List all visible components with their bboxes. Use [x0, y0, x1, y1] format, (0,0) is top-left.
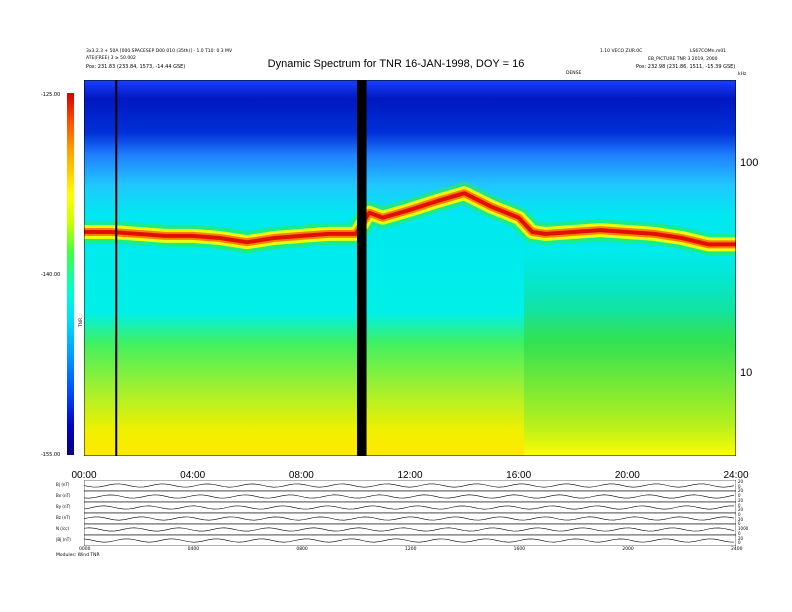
chart-title: Dynamic Spectrum for TNR 16-JAN-1998, DO…	[267, 58, 525, 70]
panel-trace	[84, 494, 735, 499]
header-right-line2: LS67COMn.m01	[690, 49, 727, 54]
plasma-line-group	[84, 182, 736, 256]
solar-wind-panels	[84, 480, 736, 546]
panel-label: |B| (nT)	[56, 537, 71, 542]
panel-right-tick: 20	[738, 507, 744, 513]
unit-label: kHz	[738, 72, 747, 77]
header-left-line2: ATE(FREE) 3 ≥ 50.002	[86, 56, 136, 61]
colorbar-tick-label: -140.00	[41, 272, 61, 278]
data-gap	[357, 80, 367, 456]
panel-frame	[84, 512, 736, 525]
x-tick-label: 16:00	[506, 470, 532, 481]
panel-x-tick: 2000	[622, 547, 634, 552]
panel-right-tick: 0	[738, 512, 741, 517]
panel-right-tick: 20	[738, 488, 744, 494]
panel-label: Bz (nT)	[56, 515, 71, 520]
panel-right-tick: 0	[738, 521, 741, 527]
dynamic-spectrum-plot	[84, 80, 736, 456]
panel-x-tick: 0800	[296, 547, 308, 552]
data-gap	[115, 80, 118, 456]
panel-trace	[84, 527, 735, 532]
panel-right-tick: 0	[738, 502, 741, 508]
panel-right-tick: 20	[738, 535, 744, 541]
panel-trace	[84, 505, 735, 510]
panel-x-tick: 1200	[405, 547, 417, 552]
panel-x-tick: 0000	[79, 547, 91, 552]
panel-x-tick: 1600	[513, 547, 526, 552]
colorbar	[67, 93, 74, 455]
panel-trace	[84, 483, 735, 488]
colorbar-tick-label: -155.00	[41, 452, 61, 458]
header-left-line3: Pos: 231.83 (233.84, 1573, -14.44 GSE)	[86, 64, 186, 70]
panel-right-tick: 0	[738, 530, 741, 536]
panel-label: By (nT)	[56, 504, 71, 509]
dense-label: DENSE	[566, 71, 582, 76]
panel-label: N (/cc)	[56, 526, 70, 531]
data-gaps	[115, 80, 367, 456]
panel-label: Bx (nT)	[56, 493, 71, 498]
header-right-line3: EB_PICTURE TNR 3 2019, 2000	[648, 57, 718, 62]
panel-right-tick: 20	[738, 497, 744, 503]
panel-x-tick: 2400	[731, 547, 743, 552]
y-tick-label: 10	[740, 366, 753, 379]
panel-trace	[84, 538, 735, 543]
panel-right-tick: 20	[738, 516, 744, 522]
panel-label: B| (nT)	[56, 482, 70, 487]
y-tick-label: 100	[740, 157, 759, 170]
x-tick-label: 04:00	[180, 470, 206, 481]
panel-x-tick: 0400	[187, 547, 200, 552]
x-tick-label: 12:00	[397, 470, 423, 481]
panel-right-tick: 0	[738, 493, 741, 499]
header-right-line1: 1.10 VECO ZUR.0C	[600, 49, 643, 54]
panel-right-tick: 0	[738, 483, 741, 489]
colorbar-tick-label: -125.00	[41, 92, 61, 98]
panel-frame	[84, 534, 736, 546]
panel-frame	[84, 480, 736, 492]
header-right-line4: Pos: 232.98 (231.86, 1511, -15.39 GSE)	[636, 64, 736, 70]
header-left-line1: 3x3.2.3 + 50A [000 SPACESEP D00 010 (35t…	[86, 49, 233, 54]
panel-right-tick: 20	[738, 479, 744, 484]
x-tick-label: 24:00	[723, 470, 749, 481]
plasma-line	[84, 191, 736, 247]
x-tick-label: 08:00	[288, 470, 314, 481]
panel-right-tick: 0	[738, 540, 741, 546]
x-tick-label: 20:00	[614, 470, 640, 481]
panel-right-tick: 1000	[738, 526, 749, 532]
panel-trace	[84, 516, 735, 521]
footer-label: Modules: Wind TNR	[56, 553, 100, 558]
x-tick-label: 00:00	[71, 470, 97, 481]
